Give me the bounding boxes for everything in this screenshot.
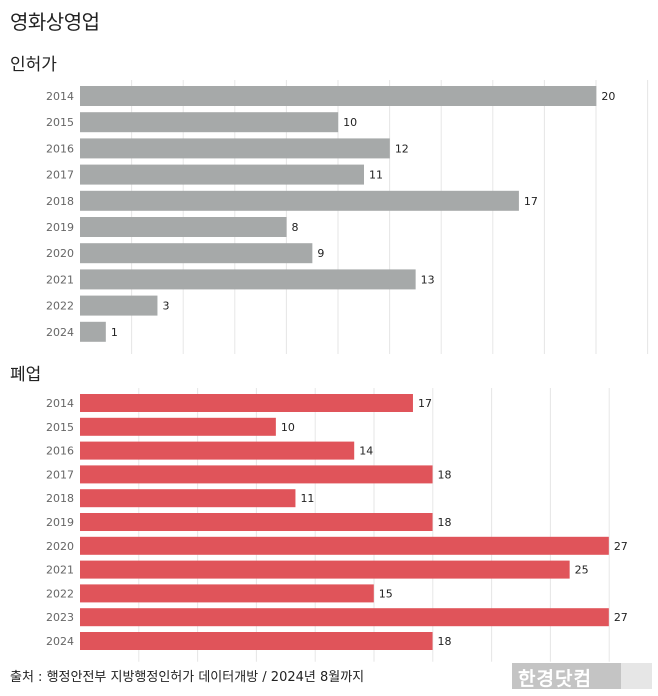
category-label: 2021 — [46, 564, 74, 577]
closure-chart-title: 폐업 — [10, 365, 42, 385]
bar — [80, 217, 287, 237]
bar — [80, 86, 597, 106]
value-label: 18 — [438, 635, 452, 648]
category-label: 2024 — [46, 326, 74, 339]
permit-chart-title: 인허가 — [10, 55, 57, 75]
bar — [80, 269, 416, 290]
value-label: 20 — [601, 90, 615, 103]
category-label: 2019 — [46, 221, 74, 234]
category-label: 2014 — [46, 397, 74, 410]
publisher-logo: 한경닷컴 — [512, 663, 652, 690]
bar — [80, 164, 364, 185]
bar — [80, 295, 158, 316]
value-label: 12 — [395, 142, 409, 155]
value-label: 14 — [359, 445, 373, 458]
bar — [80, 632, 433, 650]
category-label: 2014 — [46, 90, 74, 103]
value-label: 11 — [369, 169, 383, 182]
value-label: 10 — [281, 421, 295, 434]
bar — [80, 465, 433, 484]
category-label: 2022 — [46, 587, 74, 600]
bar — [80, 584, 374, 603]
category-label: 2015 — [46, 116, 74, 129]
bar — [80, 243, 313, 264]
bar — [80, 489, 296, 508]
bar — [80, 417, 276, 436]
closure-bar-chart: 2014 17 2015 10 2016 14 2017 18 2018 11 2019 18 2020… — [46, 388, 628, 662]
value-label: 3 — [162, 300, 169, 313]
value-label: 27 — [614, 540, 628, 553]
bar — [80, 321, 106, 342]
value-label: 25 — [575, 564, 589, 577]
value-label: 18 — [438, 516, 452, 529]
bar — [80, 536, 609, 555]
bar — [80, 513, 433, 531]
category-label: 2020 — [46, 540, 74, 553]
bar — [80, 608, 609, 627]
value-label: 1 — [111, 326, 118, 339]
category-label: 2018 — [46, 492, 74, 505]
category-label: 2017 — [46, 468, 74, 481]
value-label: 27 — [614, 611, 628, 624]
logo-text: 한경닷컴 — [518, 668, 592, 690]
bar — [80, 138, 390, 159]
bar — [80, 112, 339, 133]
category-label: 2023 — [46, 611, 74, 624]
category-label: 2017 — [46, 169, 74, 182]
bar — [80, 441, 355, 460]
value-label: 18 — [438, 468, 452, 481]
value-label: 17 — [418, 397, 432, 410]
category-label: 2018 — [46, 195, 74, 208]
category-label: 2021 — [46, 273, 74, 286]
bar — [80, 190, 519, 211]
bar — [80, 394, 413, 412]
category-label: 2016 — [46, 445, 74, 458]
value-label: 13 — [421, 273, 435, 286]
value-label: 8 — [292, 221, 299, 234]
bar — [80, 560, 570, 579]
category-label: 2016 — [46, 142, 74, 155]
page-title: 영화상영업 — [10, 10, 100, 34]
permit-bar-chart: 2014 20 2015 10 2016 12 2017 11 2018 17 2019 8 2020 9… — [46, 80, 649, 354]
category-label: 2020 — [46, 247, 74, 260]
value-label: 17 — [524, 195, 538, 208]
category-label: 2019 — [46, 516, 74, 529]
value-label: 9 — [317, 247, 324, 260]
category-label: 2022 — [46, 300, 74, 313]
category-label: 2015 — [46, 421, 74, 434]
source-note: 출처 : 행정안전부 지방행정인허가 데이터개방 / 2024년 8월까지 — [10, 670, 365, 685]
value-label: 10 — [343, 116, 357, 129]
value-label: 15 — [379, 587, 393, 600]
category-label: 2024 — [46, 635, 74, 648]
value-label: 11 — [300, 492, 314, 505]
